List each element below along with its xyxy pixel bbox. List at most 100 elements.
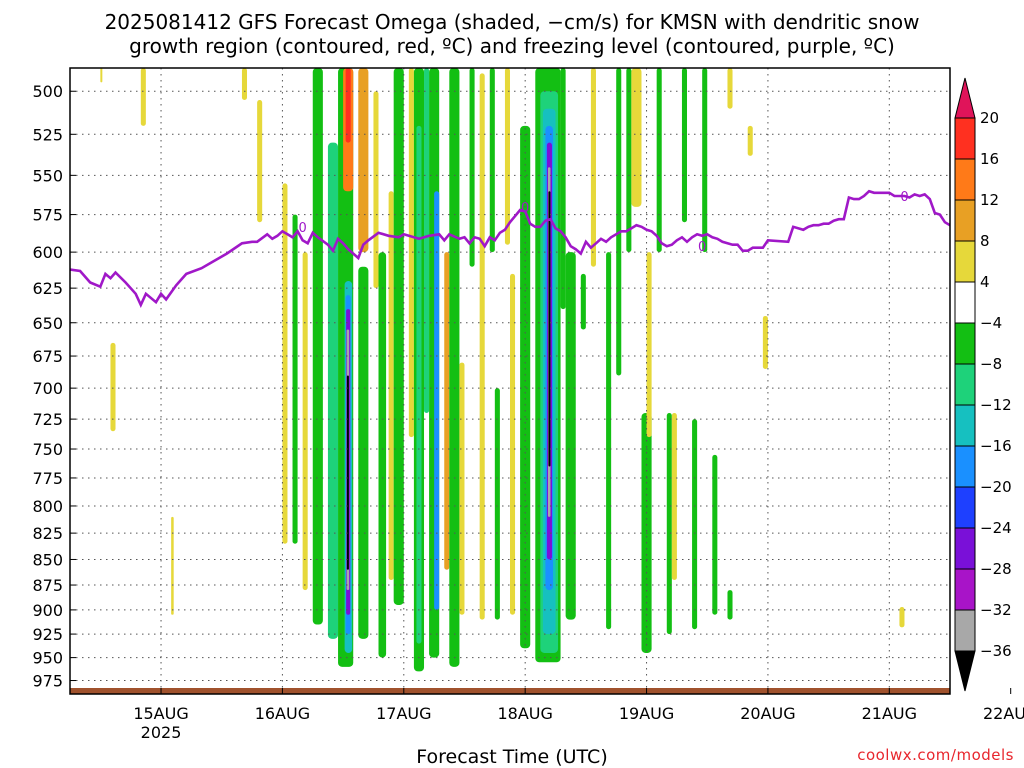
omega-area xyxy=(899,606,905,628)
colorbar-box xyxy=(954,199,976,242)
x-tick-label: 18AUG xyxy=(497,704,552,723)
x-tick-label: 15AUG xyxy=(133,704,188,723)
omega-area xyxy=(631,68,642,207)
colorbar-label: 16 xyxy=(980,150,999,168)
colorbar-label: 8 xyxy=(980,232,990,250)
colorbar-label: −4 xyxy=(980,314,1002,332)
y-tick-label: 500 xyxy=(32,82,63,101)
omega-area xyxy=(479,73,485,620)
omega-area xyxy=(671,413,677,580)
colorbar-label: −36 xyxy=(980,642,1012,660)
y-tick-label: 600 xyxy=(32,243,63,262)
y-tick-label: 650 xyxy=(32,314,63,333)
omega-area xyxy=(373,91,379,289)
omega-area xyxy=(712,454,718,615)
x-tick-label: 16AUG xyxy=(255,704,310,723)
y-tick-label: 975 xyxy=(32,672,63,691)
omega-area xyxy=(171,516,174,615)
x-tick-label: 19AUG xyxy=(619,704,674,723)
colorbar-label: −20 xyxy=(980,478,1012,496)
y-tick-label: 775 xyxy=(32,469,63,488)
omega-area xyxy=(282,183,288,544)
source-credit: coolwx.com/models xyxy=(857,746,1014,764)
colorbar-label: −8 xyxy=(980,355,1002,373)
colorbar-box xyxy=(954,240,976,283)
omega-area xyxy=(358,68,369,253)
freezing-level-labels: 0 0 0 0 xyxy=(299,190,909,255)
x-axis-label: Forecast Time (UTC) xyxy=(416,746,608,768)
colorbar-box xyxy=(954,117,976,160)
freezing-level-label: 0 xyxy=(299,221,307,236)
y-tick-label: 525 xyxy=(32,125,63,144)
colorbar-label: −12 xyxy=(980,396,1012,414)
omega-area xyxy=(656,68,662,253)
y-tick-label: 750 xyxy=(32,440,63,459)
omega-area xyxy=(727,68,733,109)
colorbar-label: 12 xyxy=(980,191,999,209)
omega-area xyxy=(416,125,422,644)
omega-area xyxy=(424,68,430,414)
freezing-level-contour xyxy=(70,189,950,309)
y-tick-label: 875 xyxy=(32,576,63,595)
omega-area xyxy=(241,68,248,101)
y-tick-label: 625 xyxy=(32,279,63,298)
omega-area xyxy=(449,68,460,667)
y-tick-label: 900 xyxy=(32,601,63,620)
colorbar-label: 20 xyxy=(980,109,999,127)
omega-area xyxy=(1003,68,1011,126)
y-tick-label: 700 xyxy=(32,379,63,398)
y-tick-label: 825 xyxy=(32,524,63,543)
omega-area xyxy=(110,342,116,432)
omega-area xyxy=(646,252,652,438)
colorbar-label: 4 xyxy=(980,273,990,291)
colorbar-box xyxy=(954,404,976,447)
y-tick-label: 800 xyxy=(32,497,63,516)
omega-area xyxy=(590,68,596,267)
omega-area xyxy=(378,252,387,658)
colorbar-box xyxy=(954,609,976,652)
surface-terrain xyxy=(70,688,950,694)
omega-area xyxy=(494,388,500,620)
y-tick-label: 575 xyxy=(32,206,63,225)
y-tick-label: 925 xyxy=(32,625,63,644)
omega-area xyxy=(702,68,708,253)
colorbar-box xyxy=(954,281,976,324)
x-tick-label: 17AUG xyxy=(376,704,431,723)
omega-area xyxy=(489,68,495,253)
omega-area xyxy=(747,125,753,156)
omega-area xyxy=(393,68,404,605)
omega-area xyxy=(327,142,339,639)
y-tick-label: 675 xyxy=(32,347,63,366)
plot-frame xyxy=(69,67,951,695)
freezing-level-label: 0 xyxy=(521,201,529,216)
omega-area xyxy=(565,252,576,620)
colorbar-box xyxy=(954,486,976,529)
omega-area xyxy=(100,68,103,83)
colorbar-label: −32 xyxy=(980,601,1012,619)
chart-title-line-2: growth region (contoured, red, ºC) and f… xyxy=(129,34,895,58)
x-tick-label: 20AUG xyxy=(740,704,795,723)
colorbar-box xyxy=(954,322,976,365)
omega-area xyxy=(358,266,369,639)
omega-area xyxy=(444,252,450,570)
y-tick-label: 850 xyxy=(32,550,63,569)
colorbar-label: −24 xyxy=(980,519,1012,537)
omega-area xyxy=(346,375,349,570)
y-axis-ticks: 500 525 550 575 600 625 650 675 700 725 750 775 800 8… xyxy=(32,82,76,691)
omega-area xyxy=(302,252,308,591)
omega-area xyxy=(292,214,298,544)
freezing-level-label: 0 xyxy=(900,190,908,205)
colorbar-box xyxy=(954,158,976,201)
omega-area xyxy=(762,315,768,370)
omega-area xyxy=(434,191,440,610)
y-tick-label: 725 xyxy=(32,410,63,429)
colorbar-label: −16 xyxy=(980,437,1012,455)
colorbar-box xyxy=(954,568,976,611)
colorbar-label: −28 xyxy=(980,560,1012,578)
omega-area xyxy=(504,68,510,245)
colorbar-top-arrow xyxy=(954,77,976,119)
x-tick-label: 21AUG xyxy=(862,704,917,723)
x-tick-year-label: 2025 xyxy=(141,723,182,742)
